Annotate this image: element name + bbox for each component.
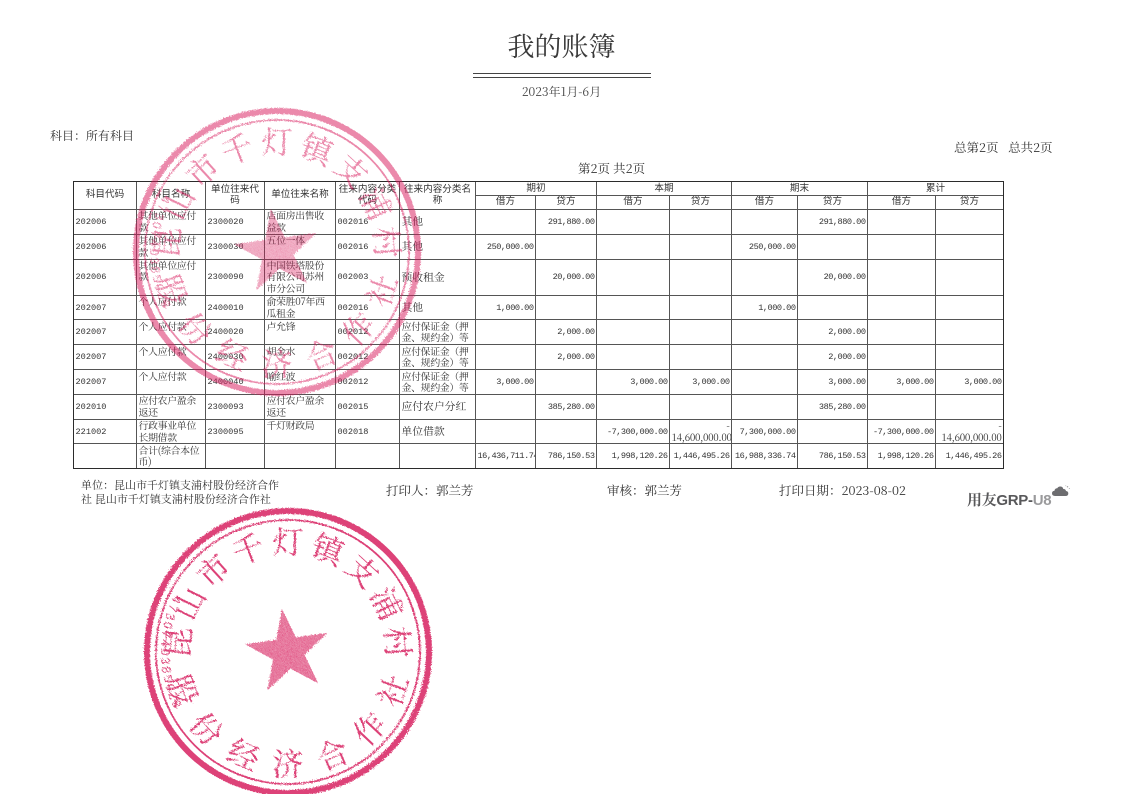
- svg-text:村: 村: [364, 225, 412, 260]
- svg-text:8: 8: [159, 665, 174, 674]
- svg-text:经: 经: [221, 727, 268, 781]
- svg-text:3: 3: [147, 257, 161, 265]
- svg-text:经: 经: [210, 327, 257, 381]
- svg-text:灯: 灯: [261, 119, 293, 164]
- svg-text:济: 济: [261, 341, 293, 386]
- svg-text:0: 0: [147, 249, 161, 256]
- svg-text:作: 作: [331, 301, 385, 355]
- svg-text:合: 合: [309, 727, 356, 781]
- svg-text:村: 村: [375, 625, 423, 660]
- svg-text:4: 4: [158, 639, 172, 647]
- svg-text:合: 合: [298, 327, 345, 381]
- svg-text:千: 千: [225, 522, 271, 575]
- svg-text:0: 0: [158, 649, 172, 656]
- svg-text:济: 济: [272, 741, 304, 786]
- svg-text:8: 8: [148, 265, 163, 274]
- svg-text:份: 份: [169, 301, 224, 355]
- svg-text:3: 3: [158, 657, 172, 665]
- svg-text:社: 社: [355, 267, 408, 312]
- svg-text:份: 份: [180, 701, 235, 755]
- svg-text:灯: 灯: [272, 519, 304, 564]
- svg-text:千: 千: [214, 122, 260, 175]
- svg-text:社: 社: [366, 667, 419, 712]
- svg-text:作: 作: [342, 701, 396, 755]
- svg-text:4: 4: [147, 239, 161, 247]
